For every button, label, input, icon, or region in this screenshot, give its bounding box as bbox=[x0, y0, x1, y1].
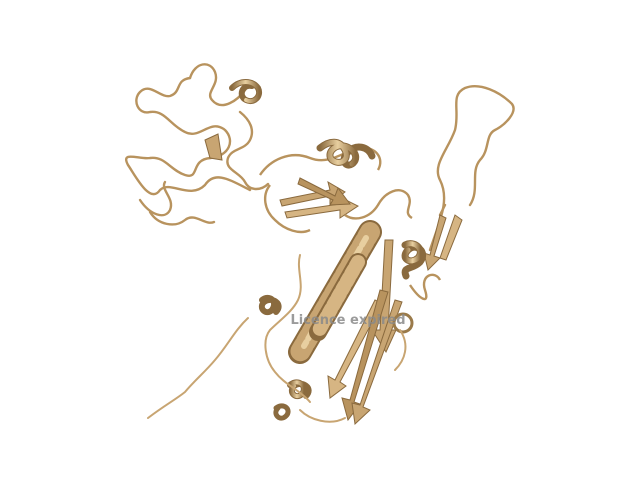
coil-loops-upper-left bbox=[125, 63, 270, 226]
central-domain bbox=[259, 138, 413, 234]
alpha-helix-right bbox=[401, 240, 442, 301]
coil-ring bbox=[392, 312, 414, 334]
alpha-helix-small-left bbox=[204, 133, 223, 161]
coil-tail-lower-left bbox=[147, 254, 407, 423]
alpha-helix-second bbox=[309, 253, 367, 341]
beta-strand-right bbox=[423, 214, 463, 271]
alpha-helix-upper bbox=[229, 79, 262, 104]
beta-strands-lower bbox=[327, 239, 403, 426]
coil-loop-right bbox=[428, 85, 515, 252]
